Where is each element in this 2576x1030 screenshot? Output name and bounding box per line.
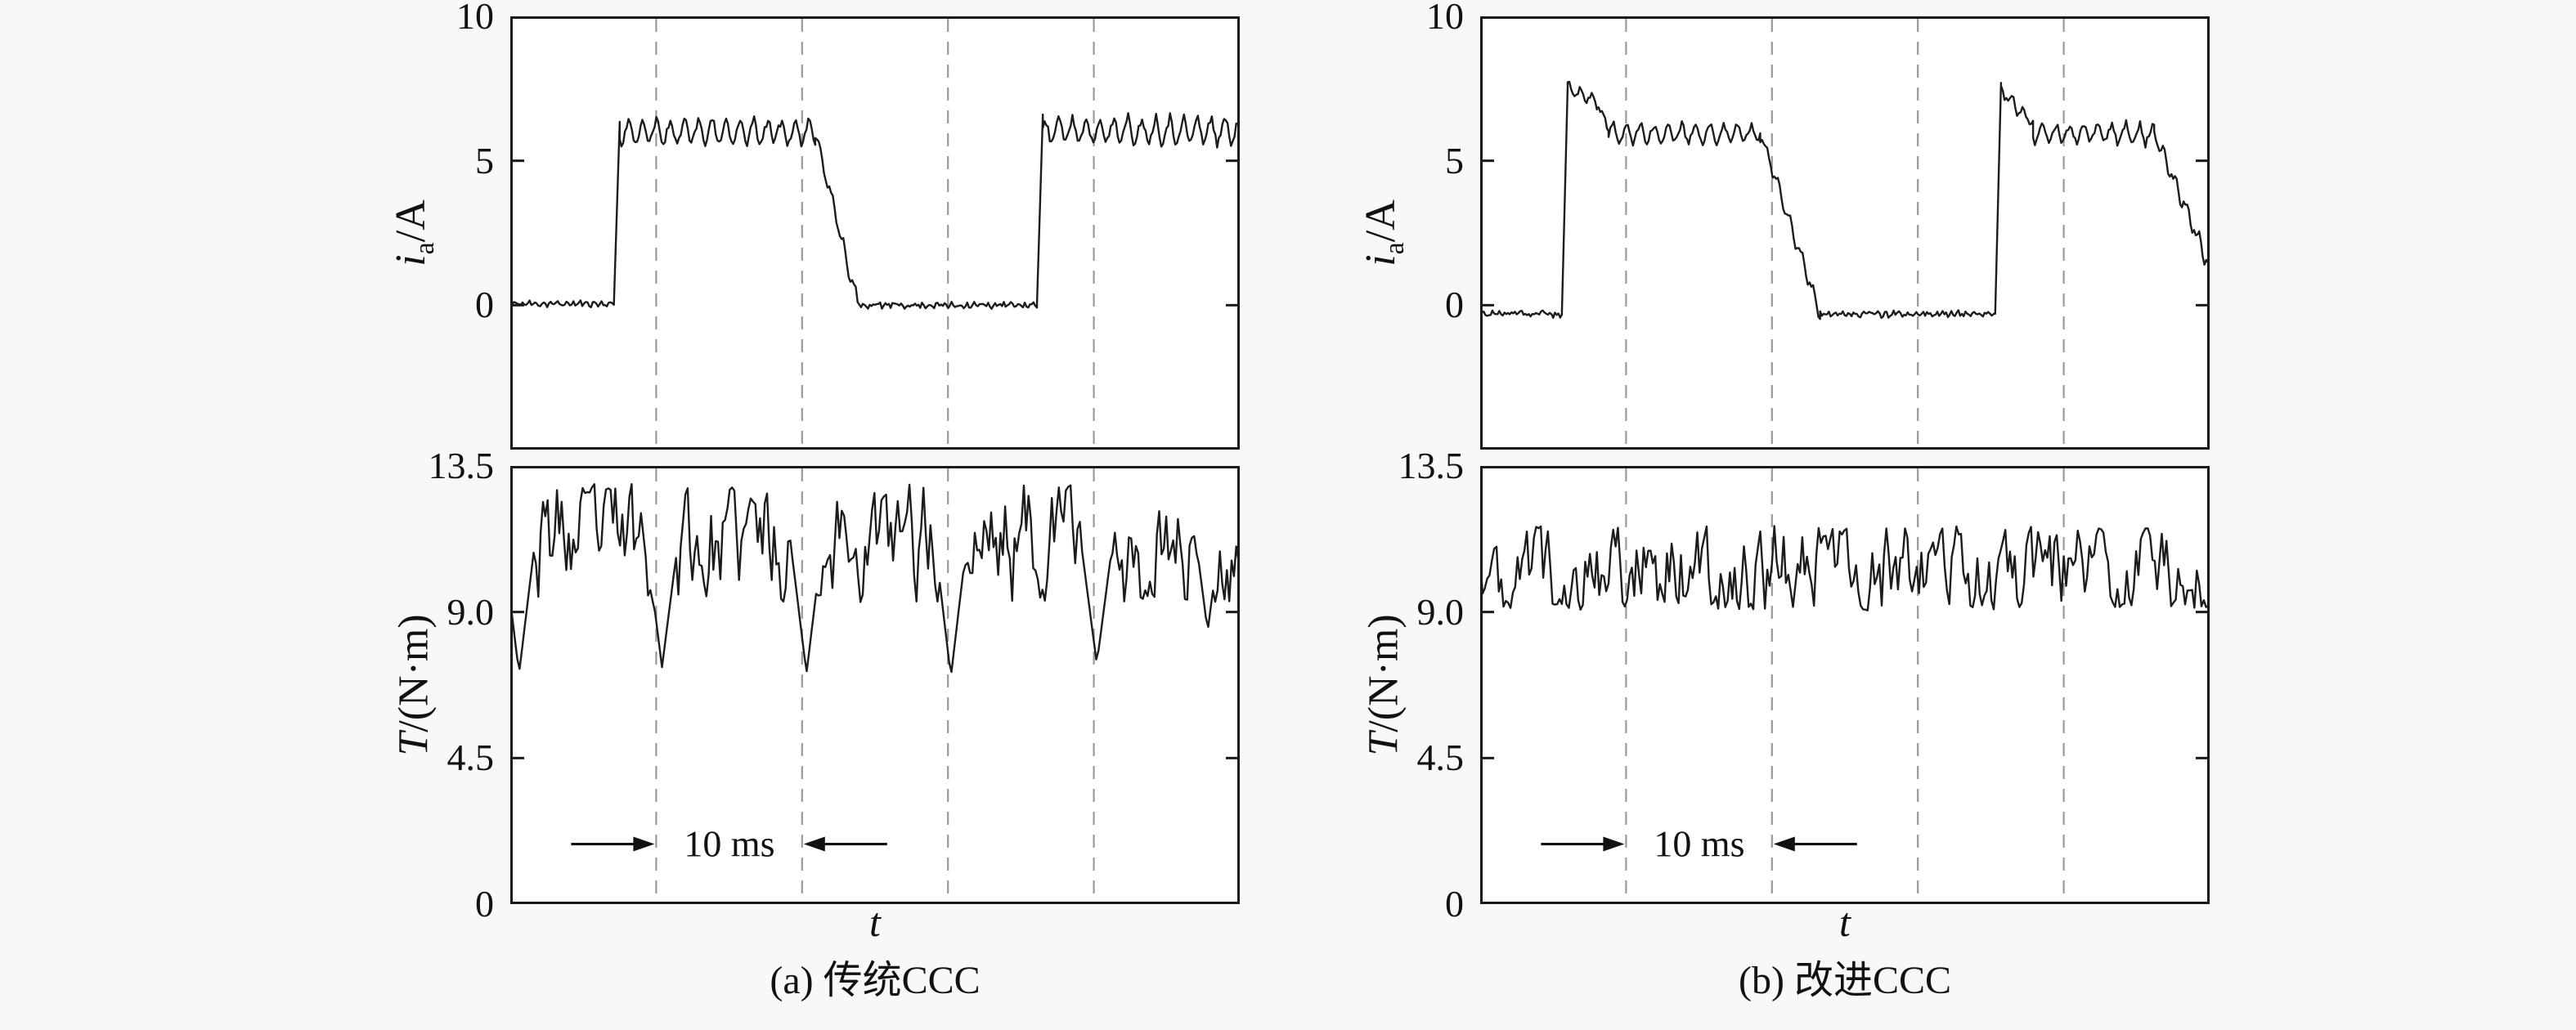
plot-frame (1480, 16, 2210, 450)
time-span-annotation-b: 10 ms (1654, 822, 1745, 865)
y-tick-label: 10 (456, 0, 494, 37)
current-unit: /A (387, 199, 434, 243)
caption-a: (a) 传统CCC (770, 959, 981, 1002)
current-y-axis-label-a: ia/A (387, 199, 441, 266)
x-axis-label-a: t (869, 899, 881, 945)
current-unit: /A (1357, 199, 1404, 243)
y-tick-label: 0 (475, 284, 494, 326)
caption-b: (b) 改进CCC (1738, 959, 1952, 1002)
torque-trace (1483, 525, 2207, 611)
torque-plot-a (510, 466, 1240, 904)
phase-current-trace (1483, 80, 2207, 320)
torque-trace (513, 483, 1237, 674)
x-axis-label-b: t (1839, 899, 1851, 945)
current-plot-b (1480, 16, 2210, 450)
plot-frame (510, 466, 1240, 904)
current-symbol-subscript: a (410, 242, 441, 255)
right-pointing-arrowhead (633, 836, 655, 852)
y-tick-label: 5 (475, 139, 494, 181)
y-tick-label: 0 (1445, 883, 1464, 925)
y-tick-label: 0 (475, 883, 494, 925)
phase-current-trace (513, 112, 1237, 310)
time-span-annotation-a: 10 ms (684, 822, 775, 865)
right-pointing-arrowhead (1603, 836, 1625, 852)
y-tick-label: 4.5 (447, 737, 495, 779)
torque-plot-b (1480, 466, 2210, 904)
left-pointing-arrowhead (803, 836, 825, 852)
y-tick-label: 10 (1426, 0, 1464, 37)
current-symbol: i (387, 254, 434, 266)
y-tick-label: 0 (1445, 284, 1464, 326)
torque-y-axis-label-b: T/(N·m) (1360, 614, 1408, 755)
y-tick-label: 13.5 (1398, 445, 1465, 486)
current-symbol: i (1357, 254, 1404, 266)
y-tick-label: 9.0 (1416, 590, 1465, 633)
current-y-axis-label-b: ia/A (1357, 199, 1411, 266)
torque-y-axis-label-a: T/(N·m) (390, 614, 438, 755)
y-tick-label: 5 (1445, 139, 1464, 181)
plot-frame (1480, 466, 2210, 904)
y-tick-label: 9.0 (447, 590, 495, 633)
left-pointing-arrowhead (1773, 836, 1795, 852)
y-tick-label: 13.5 (428, 445, 495, 486)
plot-frame (510, 16, 1240, 450)
current-symbol-subscript: a (1380, 242, 1411, 255)
y-tick-label: 4.5 (1416, 737, 1465, 779)
current-plot-a (510, 16, 1240, 450)
